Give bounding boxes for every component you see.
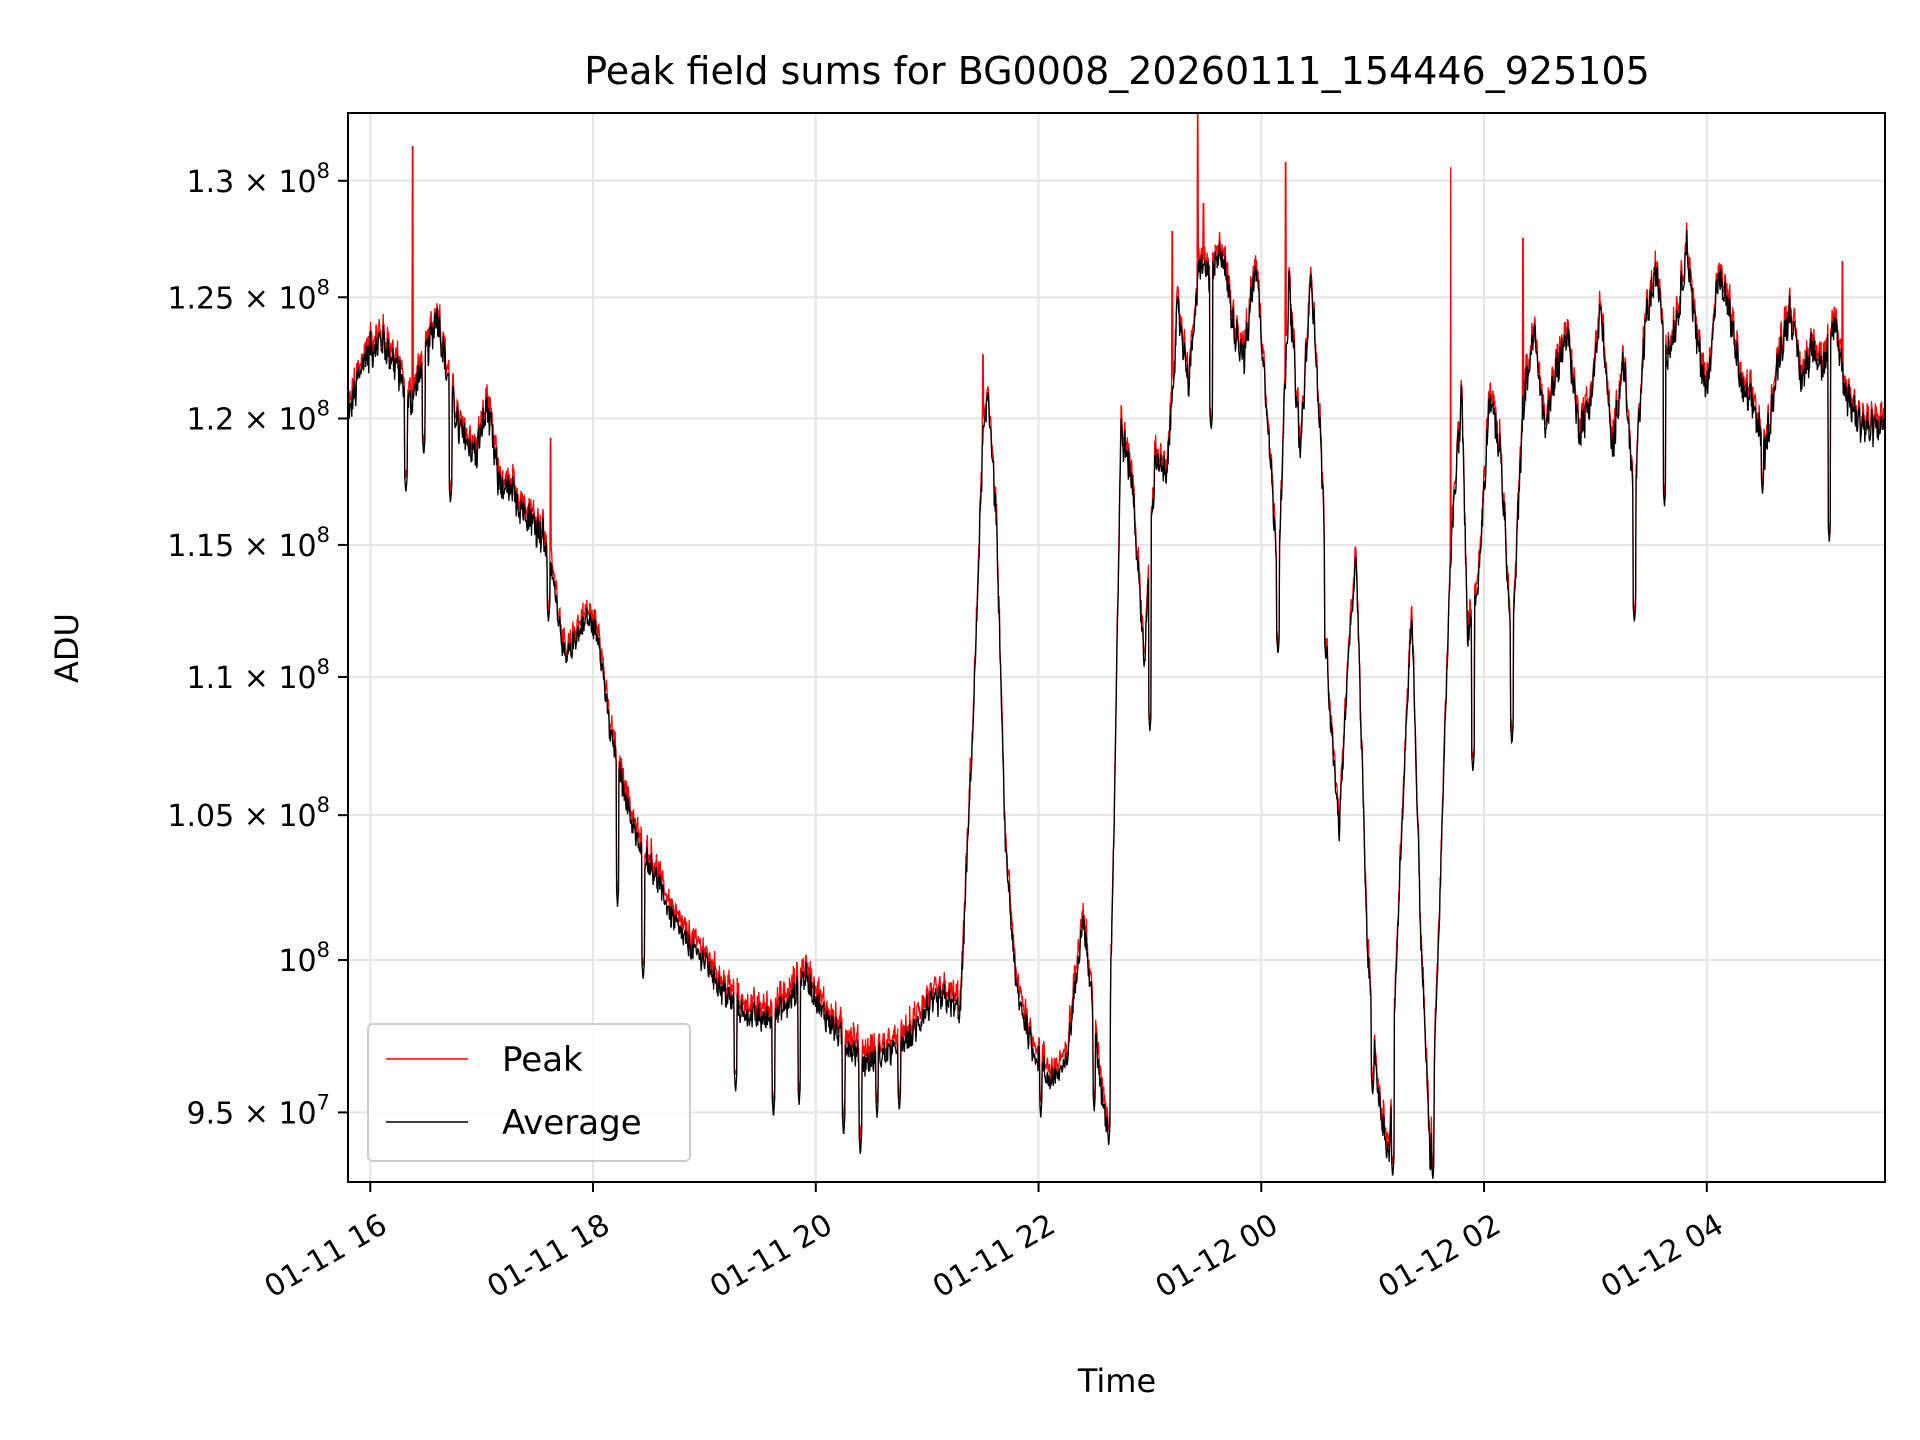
y-axis: 9.5 × 107 108 1.05 × 108 1.1 × 108 1.15 × 10…	[167, 159, 348, 1131]
legend-peak-label: Peak	[502, 1040, 583, 1080]
legend: Peak Average	[367, 1023, 691, 1162]
y-tick-label: 1.15 × 108	[167, 523, 330, 564]
y-axis-label: ADU	[48, 613, 86, 683]
x-axis-label: Time	[1077, 1362, 1156, 1400]
y-tick-label: 1.3 × 108	[187, 159, 330, 200]
legend-average-label: Average	[502, 1103, 642, 1143]
series-group	[348, 113, 1885, 1179]
y-tick-label: 9.5 × 107	[187, 1090, 330, 1131]
y-tick-label: 1.05 × 108	[167, 793, 330, 834]
y-tick-label: 108	[278, 938, 330, 979]
chart-title: Peak field sums for BG0008_20260111_1544…	[584, 49, 1650, 93]
plot-frame	[347, 112, 1886, 1183]
y-tick-label: 1.25 × 108	[167, 275, 330, 316]
average-series-line	[348, 230, 1885, 1179]
y-tick-label: 1.2 × 108	[187, 397, 330, 438]
plot-area	[347, 112, 1886, 1183]
y-tick-label: 1.1 × 108	[187, 655, 330, 696]
